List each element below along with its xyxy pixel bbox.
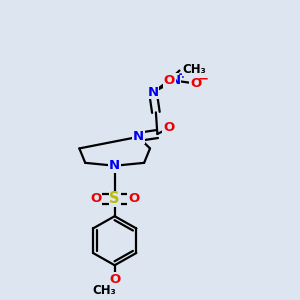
Text: N: N [169, 74, 181, 87]
Text: O: O [109, 273, 120, 286]
Text: O: O [90, 192, 101, 206]
Text: S: S [110, 191, 120, 206]
Text: O: O [164, 74, 175, 87]
Text: CH₃: CH₃ [182, 63, 206, 76]
Text: O: O [190, 77, 201, 90]
Text: O: O [163, 121, 174, 134]
Text: N: N [109, 159, 120, 172]
Text: −: − [197, 73, 208, 86]
Text: N: N [147, 86, 158, 99]
Text: N: N [133, 130, 144, 143]
Text: CH₃: CH₃ [92, 284, 116, 297]
Text: O: O [128, 192, 140, 206]
Text: +: + [178, 68, 187, 81]
